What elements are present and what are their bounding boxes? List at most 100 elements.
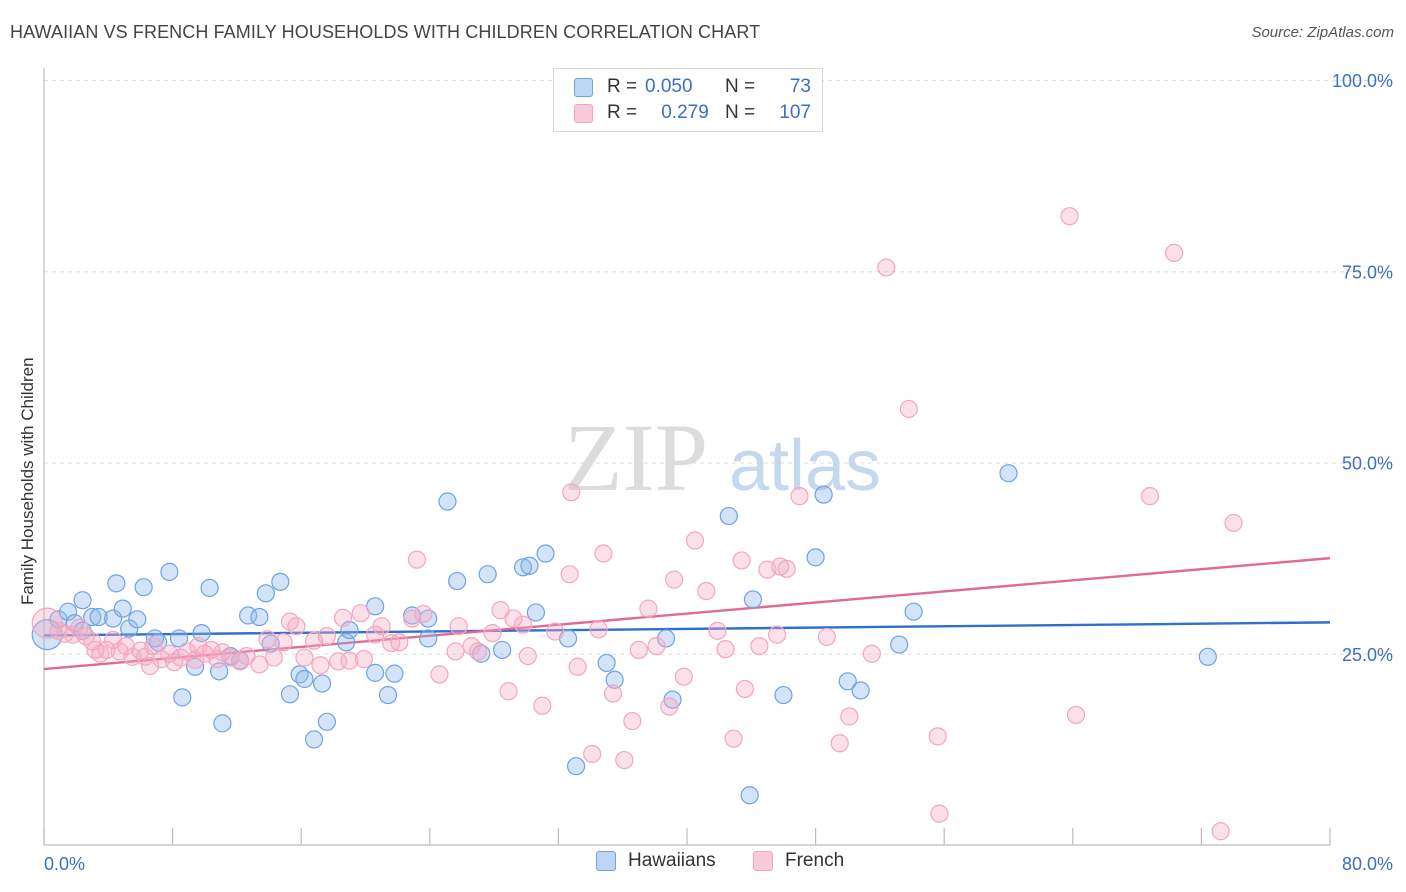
point-hawaiians xyxy=(280,685,300,704)
point-hawaiians xyxy=(448,571,467,591)
point-hawaiians xyxy=(200,578,219,598)
x-tick-label: 0.0% xyxy=(44,854,85,874)
point-french xyxy=(1164,243,1184,262)
point-hawaiians xyxy=(295,669,314,689)
point-french xyxy=(583,744,602,764)
point-french xyxy=(732,551,751,570)
watermark: ZIP atlas xyxy=(564,404,881,511)
point-french xyxy=(830,734,849,753)
point-hawaiians xyxy=(493,640,512,660)
point-hawaiians xyxy=(213,714,232,733)
point-french xyxy=(333,608,353,627)
point-french xyxy=(817,627,836,647)
point-hawaiians xyxy=(526,603,545,622)
point-french xyxy=(697,581,716,601)
point-hawaiians xyxy=(478,565,497,584)
point-french xyxy=(221,648,240,667)
point-hawaiians xyxy=(73,591,92,610)
point-french xyxy=(403,609,422,628)
point-french xyxy=(735,679,754,699)
point-french xyxy=(430,665,449,684)
legend-n-label: N = xyxy=(725,102,756,123)
y-tick-label: 50.0% xyxy=(1342,454,1393,474)
point-hawaiians xyxy=(160,562,179,581)
point-french xyxy=(639,599,658,618)
point-french xyxy=(390,633,409,652)
series-legend: Hawaiians French xyxy=(0,850,1406,878)
point-french xyxy=(1066,705,1086,725)
point-hawaiians xyxy=(513,558,533,577)
point-hawaiians xyxy=(304,730,324,749)
point-french xyxy=(594,544,613,563)
y-tick-label: 25.0% xyxy=(1342,645,1393,665)
point-hawaiians xyxy=(250,607,269,627)
legend-row-french: R = 0.279 N = 107 xyxy=(574,100,811,126)
point-french xyxy=(660,697,679,716)
point-hawaiians xyxy=(520,556,539,575)
point-french xyxy=(340,651,359,670)
axes xyxy=(43,68,1331,846)
point-french xyxy=(862,644,881,663)
point-french xyxy=(685,531,705,550)
point-hawaiians xyxy=(657,629,676,648)
legend-swatch-hawaiians xyxy=(596,851,616,871)
legend-n-label: N = xyxy=(725,76,756,97)
legend-item-hawaiians[interactable]: Hawaiians xyxy=(596,850,716,872)
point-french xyxy=(491,601,510,620)
point-hawaiians xyxy=(1198,647,1217,666)
point-french xyxy=(562,483,581,502)
point-french xyxy=(629,640,648,660)
y-axis-label: Family Households with Children xyxy=(18,357,37,605)
point-french xyxy=(674,667,693,686)
point-hawaiians xyxy=(104,609,123,628)
points-hawaiians xyxy=(31,464,1217,805)
point-hawaiians xyxy=(890,635,909,654)
point-french xyxy=(186,650,205,669)
point-french xyxy=(280,612,300,631)
point-hawaiians xyxy=(317,712,337,731)
point-french xyxy=(202,640,221,660)
x-tick-label: 80.0% xyxy=(1342,854,1393,874)
legend-label-french: French xyxy=(785,850,845,871)
legend-swatch-french xyxy=(574,103,593,123)
point-french xyxy=(1140,487,1160,506)
point-french xyxy=(716,640,735,659)
point-french xyxy=(468,642,488,661)
point-hawaiians xyxy=(312,674,332,693)
legend-swatch-hawaiians xyxy=(574,77,593,97)
point-hawaiians xyxy=(597,653,616,673)
point-hawaiians xyxy=(774,685,793,705)
legend-n-value: 73 xyxy=(789,76,811,97)
point-french xyxy=(264,648,283,667)
point-hawaiians xyxy=(378,685,398,705)
point-french xyxy=(258,630,277,649)
point-french xyxy=(877,258,896,277)
point-french xyxy=(287,617,306,636)
point-french xyxy=(518,646,537,666)
legend-r-label: R = xyxy=(607,76,638,97)
legend-item-french[interactable]: French xyxy=(753,850,844,872)
point-hawaiians xyxy=(89,607,108,627)
point-hawaiians xyxy=(999,464,1018,483)
point-french xyxy=(295,648,314,667)
legend-swatch-french xyxy=(753,851,773,871)
chart-source: Source: ZipAtlas.com xyxy=(1251,24,1394,41)
point-french xyxy=(250,655,269,674)
point-hawaiians xyxy=(107,574,126,593)
point-hawaiians xyxy=(271,572,290,591)
point-french xyxy=(1211,822,1230,841)
watermark-atlas: atlas xyxy=(729,426,881,506)
point-french xyxy=(777,559,796,578)
legend-r-value: 0.279 xyxy=(661,102,709,123)
point-french xyxy=(589,620,608,639)
point-french xyxy=(623,711,642,731)
point-french xyxy=(930,804,949,823)
trend-line-french xyxy=(43,556,1331,671)
point-french xyxy=(483,623,502,643)
y-tick-label: 75.0% xyxy=(1342,262,1393,282)
point-hawaiians xyxy=(740,786,759,805)
point-french xyxy=(311,656,330,675)
point-hawaiians xyxy=(186,657,205,676)
legend-r-value: 0.050 xyxy=(645,76,693,97)
